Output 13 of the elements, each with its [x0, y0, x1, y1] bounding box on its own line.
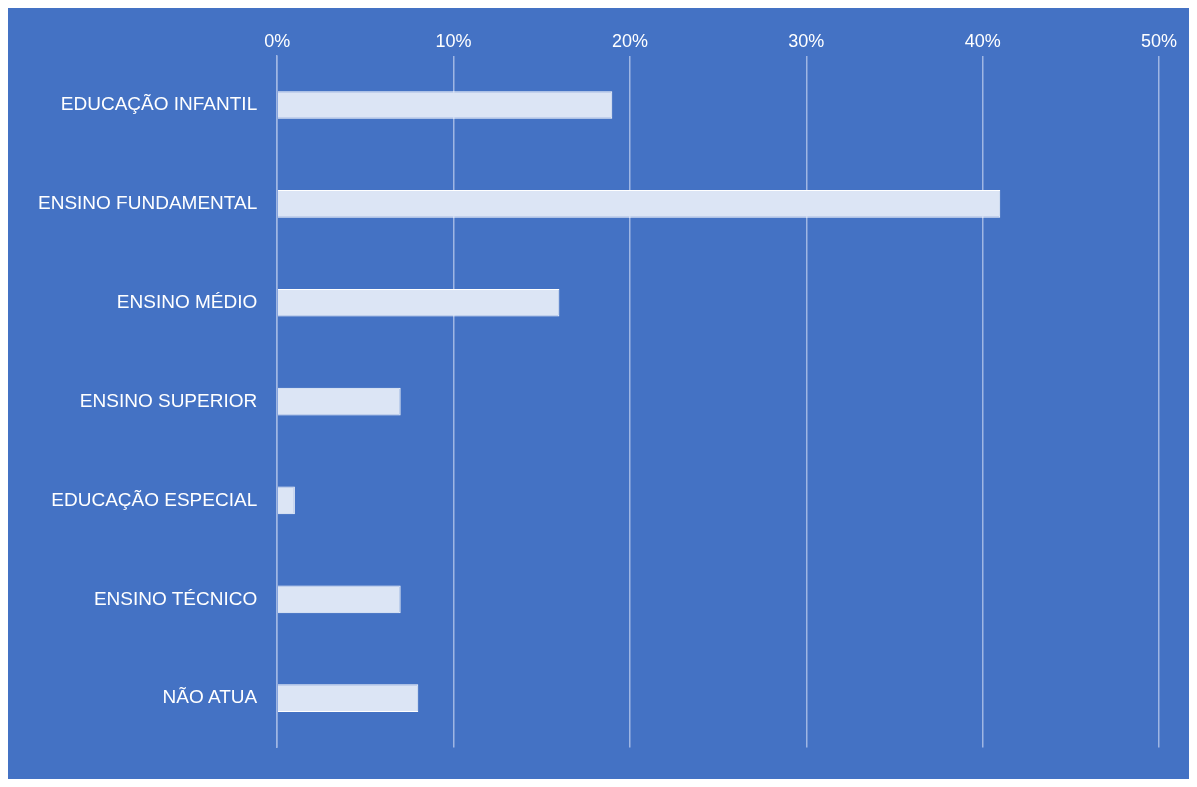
x-tick-label: 30% — [788, 30, 825, 51]
x-tick-label: 10% — [435, 30, 472, 51]
y-tick-label: ENSINO TÉCNICO — [93, 587, 258, 609]
y-tick-label: ENSINO MÉDIO — [116, 290, 258, 312]
y-tick-label: EDUCAÇÃO INFANTIL — [60, 93, 258, 115]
y-tick-label: ENSINO SUPERIOR — [79, 389, 258, 411]
x-tick-label: 20% — [611, 30, 648, 51]
x-tick-label: 40% — [964, 30, 1001, 51]
y-tick-label: ENSINO FUNDAMENTAL — [37, 192, 258, 214]
y-tick-label: NÃO ATUA — [162, 686, 258, 708]
x-tick-label: 50% — [1140, 30, 1178, 51]
y-tick-label: EDUCAÇÃO ESPECIAL — [51, 488, 258, 510]
x-tick-label: 0% — [264, 30, 291, 51]
